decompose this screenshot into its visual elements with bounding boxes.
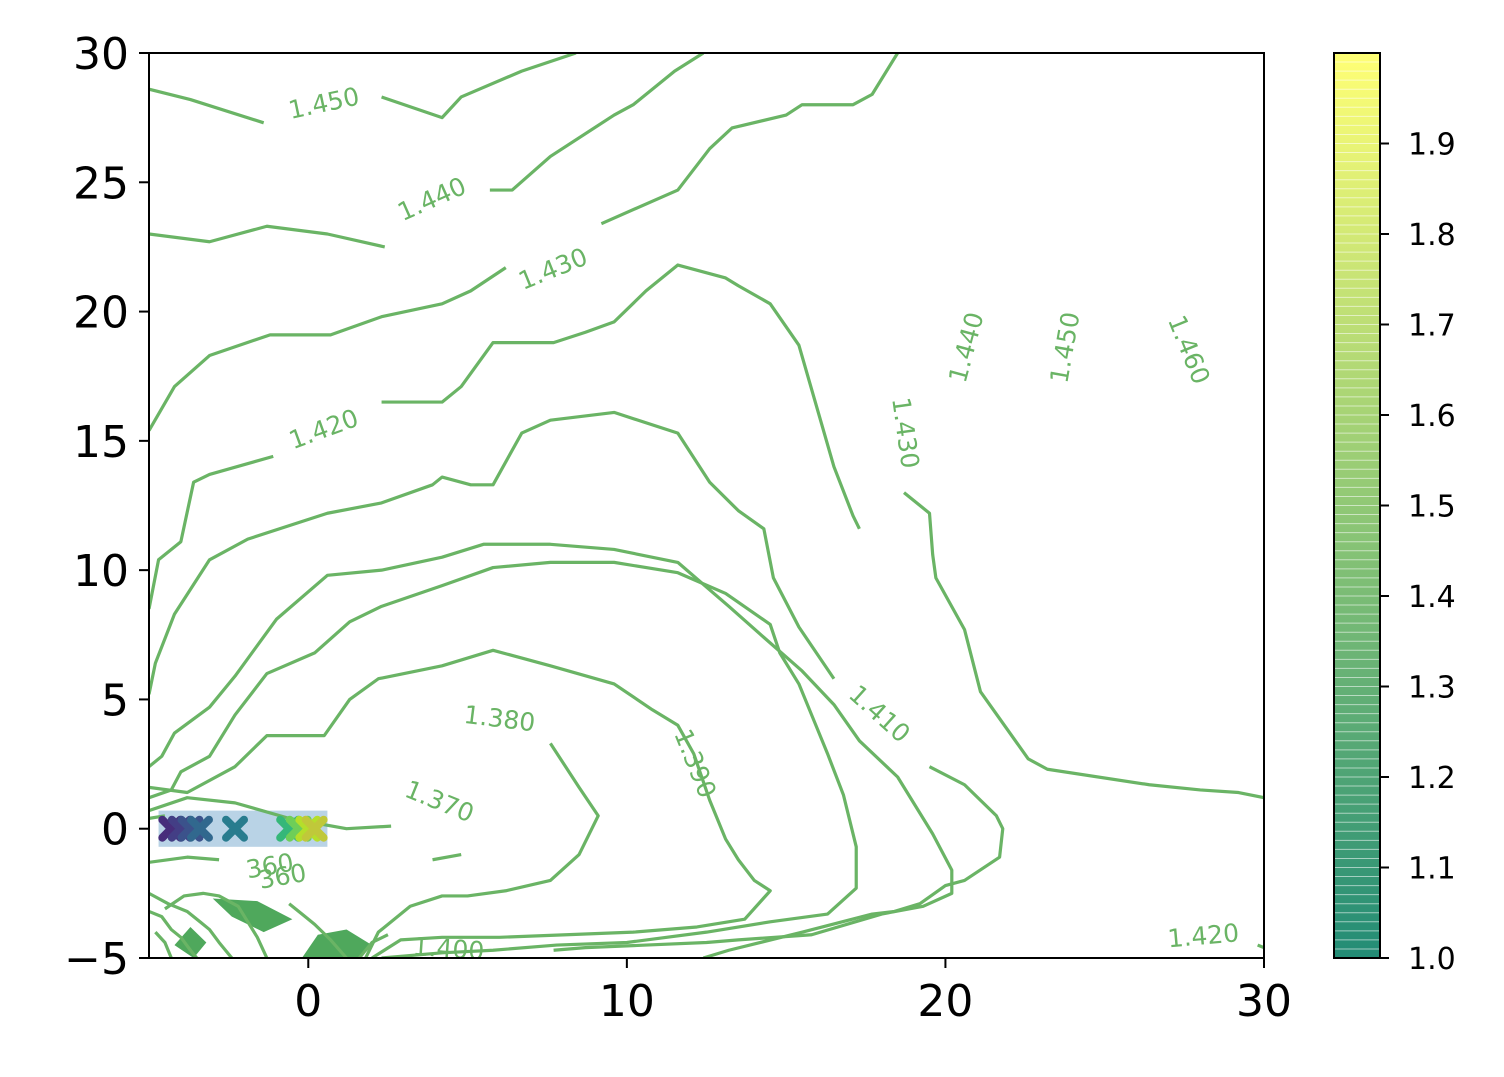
contour-label: 1.400	[412, 932, 485, 966]
scatter-marker	[186, 815, 213, 842]
contour-line-1.370	[364, 742, 600, 958]
colorbar-ticks: 1.0 1.1 1.2 1.3 1.4 1.5 1.6 1.7 1.8 1.9	[1380, 128, 1456, 977]
scatter-marker	[301, 815, 328, 842]
y-tick-label: 5	[101, 675, 129, 726]
contour-line-1.420	[381, 263, 861, 530]
contour-line-1.370	[149, 855, 220, 864]
contour-label: 1.390	[668, 725, 722, 802]
x-tick-label: 10	[599, 976, 655, 1027]
scatter-marker	[222, 815, 249, 842]
contour-label: 1.450	[286, 82, 362, 125]
contour-line-1.400	[149, 542, 954, 952]
contour-label: 1.380	[462, 700, 537, 738]
contour-line-1.360	[288, 902, 348, 958]
contour-label: 1.370	[401, 775, 478, 829]
y-tick-label: 0	[101, 805, 129, 856]
contour-line-1.430	[600, 53, 900, 226]
contour-line-1.370	[149, 796, 392, 831]
contour-label: 1.410	[843, 679, 916, 748]
contour-line-1.430	[149, 266, 507, 432]
contour-line-1.440	[149, 224, 386, 249]
contour-line-1.420	[1257, 943, 1264, 950]
x-tick-label: 0	[294, 976, 322, 1027]
contour-line-1.360	[149, 909, 199, 958]
x-tick-label: 20	[917, 976, 973, 1027]
colorbar-tick-label: 1.2	[1408, 761, 1456, 796]
colorbar-tick-label: 1.9	[1408, 128, 1456, 163]
scatter-markers	[158, 815, 328, 842]
contour-line-1.380	[149, 648, 772, 958]
contour-labels: 1.450 1.440 1.430 1.420 1.380 1.370 1.390 1.410…	[244, 82, 1240, 966]
colorbar-tick-label: 1.7	[1408, 309, 1456, 344]
contour-line-1.360	[154, 931, 173, 958]
filled-region-1	[301, 929, 372, 958]
contour-label: 1.420	[1166, 918, 1240, 953]
plot-area: 1.450 1.440 1.430 1.420 1.380 1.370 1.390 1.410…	[149, 53, 1264, 966]
y-tick-label: 10	[73, 546, 129, 597]
contour-label: 1.430	[886, 395, 925, 470]
filled-region-2	[174, 926, 207, 958]
y-tick-label: 30	[73, 29, 129, 80]
contour-line-1.450	[149, 87, 265, 125]
axes-frame	[148, 52, 1265, 959]
contour-line-1.410	[702, 765, 1005, 958]
colorbar-tick-label: 1.5	[1408, 490, 1456, 525]
contour-line-1.370	[432, 852, 462, 862]
y-axis: −5 0 5 10 15 20 25 30	[64, 29, 149, 985]
colorbar-tick-label: 1.3	[1408, 671, 1456, 706]
y-tick-label: 25	[73, 158, 129, 209]
contour-line-1.420	[903, 491, 1264, 800]
y-tick-label: 20	[73, 288, 129, 339]
contour-line-1.440	[489, 53, 705, 192]
contour-line-1.360	[149, 891, 234, 958]
x-axis: 0 10 20 30	[294, 958, 1292, 1027]
colorbar-tick-label: 1.6	[1408, 399, 1456, 434]
contour-label: 1.430	[514, 242, 591, 296]
contour-line-1.360	[164, 891, 269, 958]
contour-label: 1.440	[393, 171, 470, 227]
contour-line-1.420	[149, 454, 274, 610]
y-tick-label: −5	[64, 934, 129, 985]
y-tick-label: 15	[73, 417, 129, 468]
colorbar-tick-label: 1.8	[1408, 218, 1456, 253]
filled-contour-regions	[174, 898, 372, 958]
colorbar-tick-label: 1.0	[1408, 942, 1456, 977]
contour-label: 1.420	[285, 403, 362, 455]
colorbar-tick-label: 1.1	[1408, 852, 1456, 887]
colorbar-stripes	[1334, 61, 1380, 950]
contour-label: 1.450	[1045, 310, 1086, 386]
contour-label: 1.460	[1162, 311, 1216, 388]
contour-line-1.410	[149, 410, 836, 695]
contour-line-1.390	[149, 560, 858, 958]
contour-lines	[149, 53, 1264, 958]
contour-line-1.360	[358, 933, 389, 958]
contour-label: 1.440	[943, 309, 990, 386]
colorbar-tick-label: 1.4	[1408, 580, 1456, 615]
x-tick-label: 30	[1236, 976, 1292, 1027]
colorbar: 1.0 1.1 1.2 1.3 1.4 1.5 1.6 1.7 1.8 1.9	[1333, 52, 1456, 977]
filled-region-0	[212, 898, 293, 933]
contour-line-1.450	[381, 53, 577, 120]
